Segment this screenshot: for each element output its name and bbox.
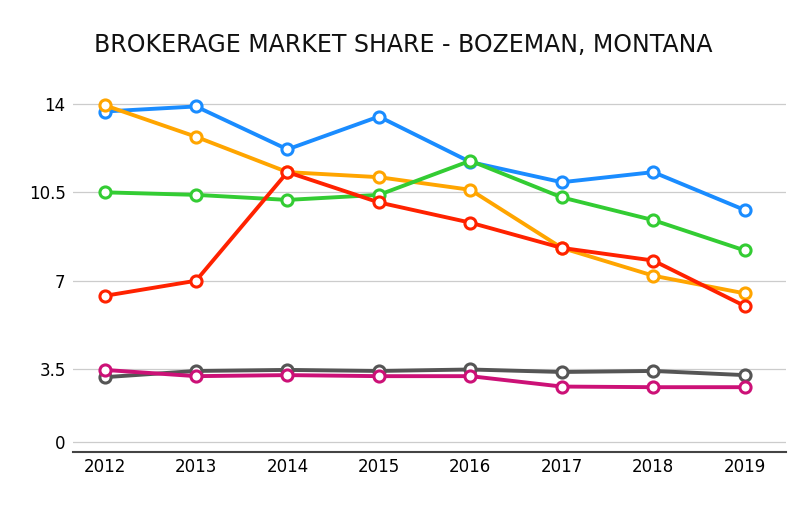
Text: BROKERAGE MARKET SHARE - BOZEMAN, MONTANA: BROKERAGE MARKET SHARE - BOZEMAN, MONTAN…	[93, 33, 713, 57]
